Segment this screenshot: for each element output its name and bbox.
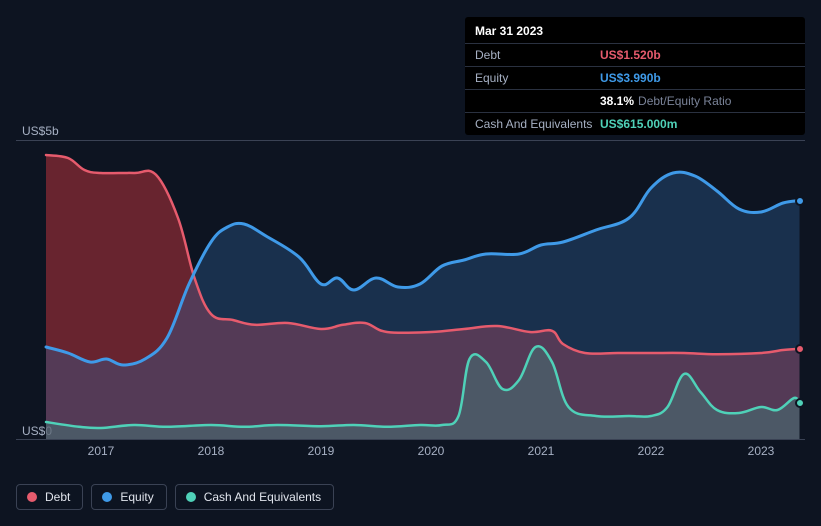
gridline-bottom (16, 439, 805, 440)
x-axis-tick: 2018 (198, 444, 225, 458)
series-end-marker-equity (795, 196, 805, 206)
tooltip-row-equity: Equity US$3.990b (465, 66, 805, 89)
x-axis-tick: 2022 (638, 444, 665, 458)
legend-item-cash[interactable]: Cash And Equivalents (175, 484, 334, 510)
tooltip-label: Equity (475, 71, 600, 85)
series-end-marker-cash (795, 398, 805, 408)
series-end-marker-debt (795, 344, 805, 354)
chart-legend: Debt Equity Cash And Equivalents (16, 484, 334, 510)
legend-dot-icon (102, 492, 112, 502)
legend-dot-icon (27, 492, 37, 502)
x-axis-tick: 2023 (748, 444, 775, 458)
tooltip-row-cash: Cash And Equivalents US$615.000m (465, 112, 805, 135)
tooltip-value: US$615.000m (600, 117, 677, 131)
y-axis-label-top: US$5b (22, 124, 59, 138)
tooltip-label: Debt (475, 48, 600, 62)
tooltip-value: US$3.990b (600, 71, 661, 85)
chart-tooltip: Mar 31 2023 Debt US$1.520b Equity US$3.9… (465, 17, 805, 135)
x-axis-tick: 2017 (88, 444, 115, 458)
legend-label: Cash And Equivalents (204, 490, 321, 504)
legend-item-equity[interactable]: Equity (91, 484, 166, 510)
tooltip-ratio-label: Debt/Equity Ratio (638, 94, 731, 108)
chart-plot-area[interactable] (16, 140, 805, 440)
tooltip-ratio-pct: 38.1% (600, 94, 634, 108)
tooltip-date: Mar 31 2023 (465, 17, 805, 43)
gridline-top (16, 140, 805, 141)
tooltip-row-debt: Debt US$1.520b (465, 43, 805, 66)
tooltip-label: Cash And Equivalents (475, 117, 600, 131)
tooltip-row-ratio: 38.1% Debt/Equity Ratio (465, 89, 805, 112)
tooltip-value: US$1.520b (600, 48, 661, 62)
x-axis-tick: 2019 (308, 444, 335, 458)
legend-item-debt[interactable]: Debt (16, 484, 83, 510)
x-axis: 2017 2018 2019 2020 2021 2022 2023 (16, 444, 805, 464)
x-axis-tick: 2021 (528, 444, 555, 458)
legend-dot-icon (186, 492, 196, 502)
legend-label: Equity (120, 490, 153, 504)
chart-svg (16, 140, 805, 440)
x-axis-tick: 2020 (418, 444, 445, 458)
legend-label: Debt (45, 490, 70, 504)
